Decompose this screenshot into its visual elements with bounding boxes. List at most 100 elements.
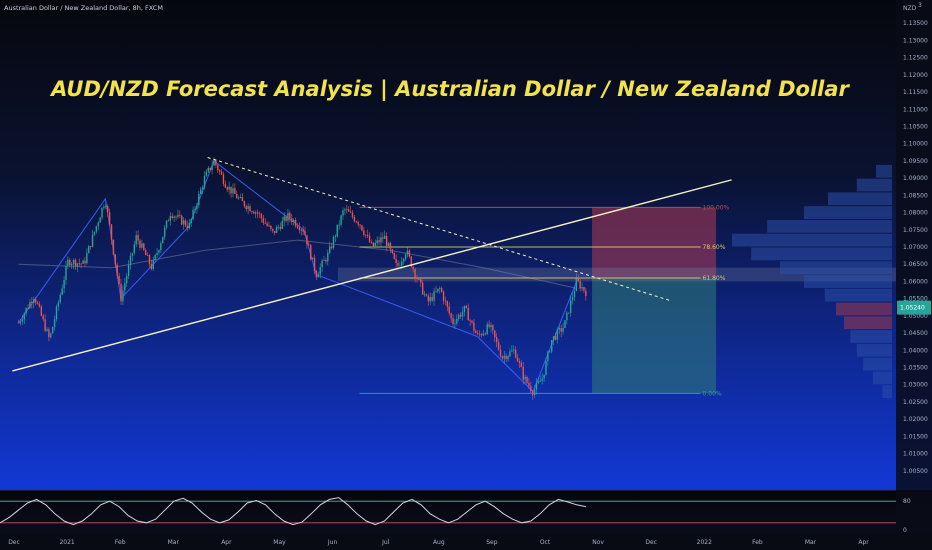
candle-body	[359, 224, 361, 226]
candle-body	[241, 197, 244, 202]
candle-body	[401, 261, 403, 266]
candle-body	[291, 218, 293, 222]
candle-body	[518, 361, 521, 363]
candle-body	[150, 263, 153, 269]
resistance-trendline	[207, 157, 670, 301]
candle-body	[484, 333, 486, 335]
candle-body	[302, 229, 304, 232]
candle-body	[99, 217, 101, 223]
candle-body	[213, 160, 215, 166]
candle-body	[36, 302, 39, 304]
candle-body	[215, 160, 217, 166]
time-tick-label: 2022	[697, 539, 712, 546]
candle-body	[410, 256, 412, 267]
candle-body	[277, 226, 280, 228]
candle-body	[583, 287, 585, 291]
candle-body	[520, 362, 523, 368]
oscillator-layer: 80 0	[0, 497, 911, 534]
candle-body	[237, 197, 240, 199]
candle-body	[156, 252, 158, 256]
candle-body	[84, 260, 86, 264]
candle-body	[566, 312, 568, 321]
candle-body	[177, 214, 179, 217]
candle-body	[304, 231, 306, 236]
candle-body	[93, 231, 96, 235]
candle-body	[467, 307, 469, 321]
candle-body	[340, 215, 342, 225]
candle-body	[192, 209, 194, 219]
price-axis-background	[896, 0, 932, 534]
candle-body	[72, 259, 75, 265]
time-tick-label: Apr	[858, 539, 869, 546]
candle-body	[535, 382, 538, 390]
price-tick-label: 1.11500	[903, 89, 928, 96]
candle-body	[135, 235, 137, 245]
price-tick-label: 1.13000	[903, 37, 928, 44]
candle-body	[573, 291, 576, 298]
candle-body	[579, 281, 581, 289]
price-axis[interactable]: 1.13500 1.13000 1.12500 1.12000 1.11500 1.110…	[903, 20, 928, 475]
candle-body	[346, 209, 348, 211]
candle-body	[480, 334, 483, 336]
candle-body	[365, 234, 367, 236]
price-tick-label: 1.01500	[903, 433, 928, 440]
candle-body	[188, 223, 191, 229]
candle-body	[530, 385, 532, 392]
candle-body	[48, 329, 50, 338]
candle-body	[146, 255, 149, 256]
candle-body	[245, 206, 247, 210]
candle-body	[355, 221, 357, 223]
volume-profile-bar	[804, 275, 892, 288]
candle-body	[404, 254, 407, 260]
candle-body	[425, 294, 428, 296]
candle-body	[21, 319, 24, 322]
candle-body	[152, 259, 154, 269]
candle-body	[349, 211, 352, 213]
candle-body	[63, 280, 65, 289]
candle-body	[281, 220, 283, 229]
candle-body	[226, 187, 228, 190]
candle-body	[585, 290, 587, 296]
candle-body	[112, 239, 115, 255]
price-tick-label: 1.06000	[903, 278, 928, 285]
candle-body	[564, 320, 566, 328]
time-axis[interactable]: Dec 2021 Feb Mar Apr May Jun Jul Aug Sep Oct Nov Dec…	[8, 539, 869, 546]
candle-body	[300, 229, 302, 231]
candle-body	[253, 212, 255, 214]
candle-body	[67, 259, 69, 266]
candle-body	[40, 306, 43, 316]
candle-body	[380, 237, 382, 243]
candle-body	[497, 341, 500, 350]
candle-body	[61, 288, 63, 295]
candle-body	[463, 305, 466, 312]
candle-body	[440, 288, 443, 292]
time-tick-label: Dec	[8, 539, 20, 546]
candle-body	[236, 193, 238, 199]
candle-body	[228, 186, 230, 190]
candle-body	[33, 299, 35, 304]
candle-body	[289, 212, 291, 219]
candle-body	[143, 243, 145, 250]
candle-body	[486, 324, 488, 334]
candle-body	[387, 242, 390, 246]
candle-body	[105, 206, 107, 207]
candle-body	[501, 356, 504, 359]
candle-body	[475, 330, 477, 334]
candle-body	[385, 235, 388, 246]
candle-body	[397, 263, 399, 266]
candle-body	[50, 333, 52, 338]
candle-body	[243, 201, 246, 207]
price-tick-label: 1.06500	[903, 261, 928, 268]
candle-body	[101, 207, 103, 218]
candle-body	[505, 355, 507, 360]
candle-body	[433, 291, 435, 301]
candle-body	[114, 254, 117, 265]
fib-level-label: 78.60%	[703, 244, 726, 251]
candle-body	[361, 225, 363, 231]
candle-body	[148, 255, 151, 264]
candle-body	[372, 242, 375, 246]
time-tick-label: Apr	[221, 539, 232, 546]
candle-body	[158, 250, 160, 253]
price-tick-label: 1.10500	[903, 124, 928, 131]
